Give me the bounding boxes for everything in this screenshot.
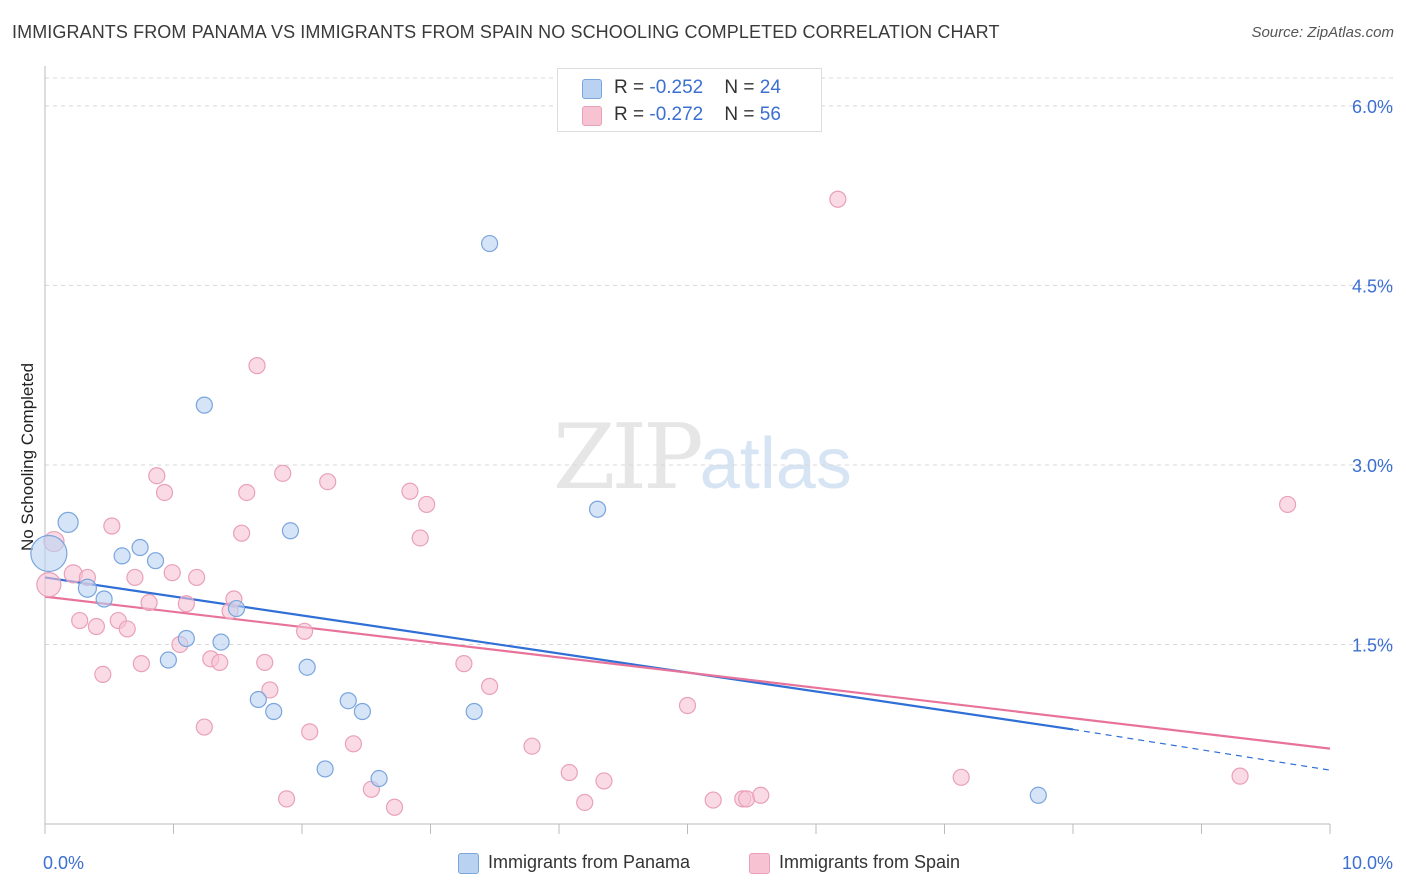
spain-point [248,357,266,375]
spain-point [94,665,112,683]
spain-point [126,568,144,587]
panama-point [77,578,98,598]
x-tick-label-max: 10.0% [1342,853,1393,873]
spain-point [481,677,499,695]
panama-point [588,500,607,518]
spain-trend-line [44,595,1331,750]
spain-point [576,793,594,812]
spain-point [274,464,292,482]
panama-point [30,534,68,573]
spain-point [118,620,136,638]
spain-point [87,617,106,636]
spain-point [952,768,970,786]
panama-legend-label: Immigrants from Panama [488,852,691,872]
panama-point [249,690,267,709]
watermark-zip: ZIP [553,405,704,510]
spain-point [71,611,89,630]
panama-point [481,234,499,253]
panama-point [353,702,371,721]
spain-point [829,190,847,208]
panama-point [146,552,165,570]
panama-point [159,651,177,669]
panama-point [316,760,334,778]
panama-trend-extension [1072,728,1331,771]
grid-lines [45,77,1394,645]
spain-point [132,655,150,673]
panama-point [212,633,230,651]
y-tick-label-3: 6.0% [1352,97,1393,117]
panama-point [265,702,283,721]
spain-point [140,593,158,612]
panama-point [1029,786,1047,804]
spain-legend-swatch [749,853,770,874]
spain-point [385,798,404,816]
panama-point [298,658,316,676]
panama-point [113,547,131,565]
panama-swatch [582,79,602,99]
spain-point [401,482,419,500]
spain-point [319,473,337,491]
panama-trend-line [44,576,1074,731]
spain-point [188,568,206,587]
spain-stats: R = -0.272 N = 56 [614,104,781,125]
spain-point [752,786,770,804]
spain-point [455,655,473,673]
spain-point [155,483,174,502]
spain-point [238,483,256,502]
panama-point [465,702,483,721]
y-tick-label-0: 1.5% [1352,635,1393,655]
panama-point [370,769,388,788]
trend-lines [44,576,1331,771]
spain-point [177,595,195,613]
correlation-legend: R = -0.252 N = 24 R = -0.272 N = 56 [557,68,822,132]
panama-point [227,599,246,618]
spain-point [195,718,213,736]
panama-point [195,396,213,414]
spain-point [738,790,756,808]
spain-point [418,495,436,514]
spain-point [1231,767,1249,785]
chart-title: IMMIGRANTS FROM PANAMA VS IMMIGRANTS FRO… [12,22,1000,42]
panama-point [95,590,113,608]
spain-point [148,467,166,485]
panama-point [57,511,79,534]
tick-labels: 1.5% 3.0% 4.5% 6.0% 0.0% 10.0% [43,97,1393,873]
watermark-atlas: atlas [699,424,852,504]
panama-point [281,522,300,540]
source-label: Source: ZipAtlas.com [1251,24,1394,41]
spain-point [678,696,697,715]
spain-point [295,622,314,640]
spain-point [704,791,722,809]
x-tick-label-min: 0.0% [43,853,84,873]
y-tick-label-2: 4.5% [1352,276,1393,296]
panama-stats: R = -0.252 N = 24 [614,77,781,98]
zipatlas-watermark: ZIPatlas [553,405,852,510]
spain-point [233,524,251,542]
spain-swatch [582,106,602,126]
data-points [30,190,1297,816]
spain-point [344,735,362,753]
y-tick-label-1: 3.0% [1352,456,1393,476]
spain-point [163,564,181,582]
spain-point [277,790,296,808]
spain-legend-label: Immigrants from Spain [779,852,961,872]
spain-point [103,517,121,535]
spain-point [256,653,274,672]
spain-point [411,529,429,547]
spain-point [261,681,279,699]
spain-point [560,763,578,782]
spain-point [1278,495,1297,514]
panama-point [339,692,357,710]
spain-point [523,737,541,755]
spain-point [36,572,62,598]
panama-point [131,538,149,557]
panama-point [177,629,195,648]
panama-legend-swatch [458,853,479,874]
spain-point [301,723,319,741]
spain-point [211,653,229,672]
axes [44,66,1331,834]
spain-point [595,772,613,790]
